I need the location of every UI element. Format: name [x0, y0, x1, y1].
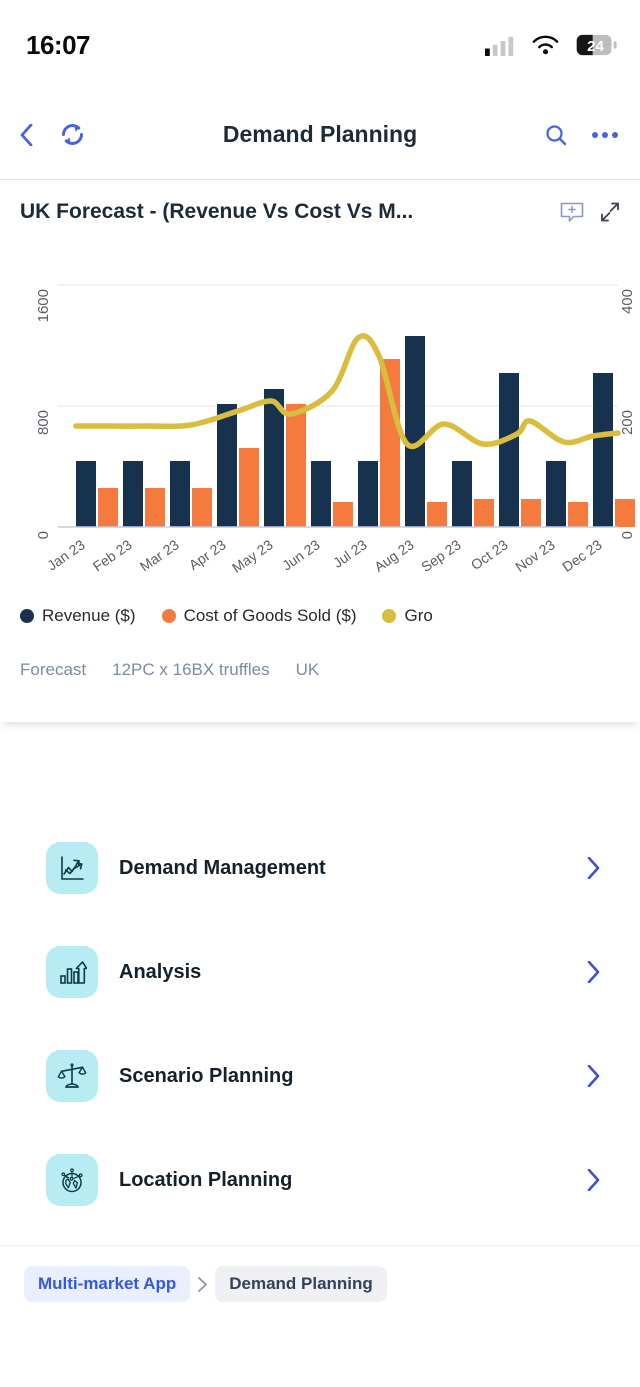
svg-text:0: 0 [619, 531, 636, 539]
svg-text:0: 0 [35, 531, 52, 539]
svg-text:Mar 23: Mar 23 [137, 536, 182, 574]
svg-text:Dec 23: Dec 23 [559, 536, 605, 575]
svg-text:1600: 1600 [35, 289, 52, 322]
svg-text:Feb 23: Feb 23 [90, 536, 135, 574]
svg-text:Jan 23: Jan 23 [44, 536, 88, 573]
svg-text:Nov 23: Nov 23 [512, 536, 558, 575]
svg-text:Aug 23: Aug 23 [371, 536, 417, 575]
svg-text:Oct 23: Oct 23 [468, 536, 511, 573]
svg-text:24: 24 [587, 38, 604, 55]
svg-text:May 23: May 23 [229, 536, 276, 576]
svg-text:Apr 23: Apr 23 [186, 536, 229, 573]
svg-text:Jun 23: Jun 23 [279, 536, 323, 573]
svg-text:400: 400 [619, 289, 636, 314]
svg-text:800: 800 [35, 410, 52, 435]
svg-text:Jul 23: Jul 23 [330, 536, 370, 571]
svg-text:200: 200 [619, 410, 636, 435]
svg-text:Sep 23: Sep 23 [418, 536, 464, 575]
